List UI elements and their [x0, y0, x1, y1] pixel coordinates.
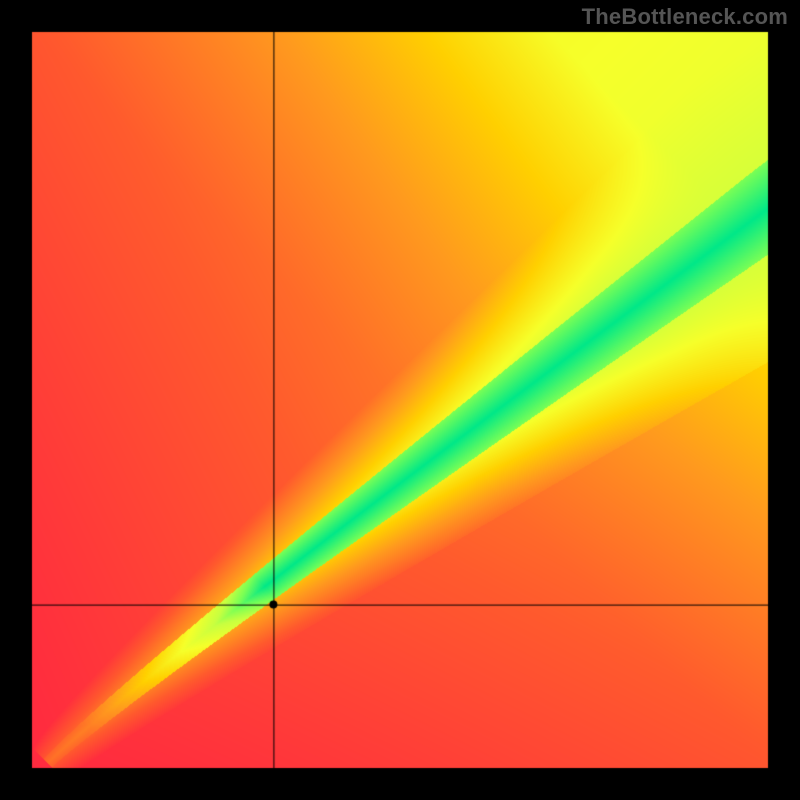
chart-container: TheBottleneck.com	[0, 0, 800, 800]
attribution-label: TheBottleneck.com	[582, 4, 788, 30]
bottleneck-heatmap	[0, 0, 800, 800]
